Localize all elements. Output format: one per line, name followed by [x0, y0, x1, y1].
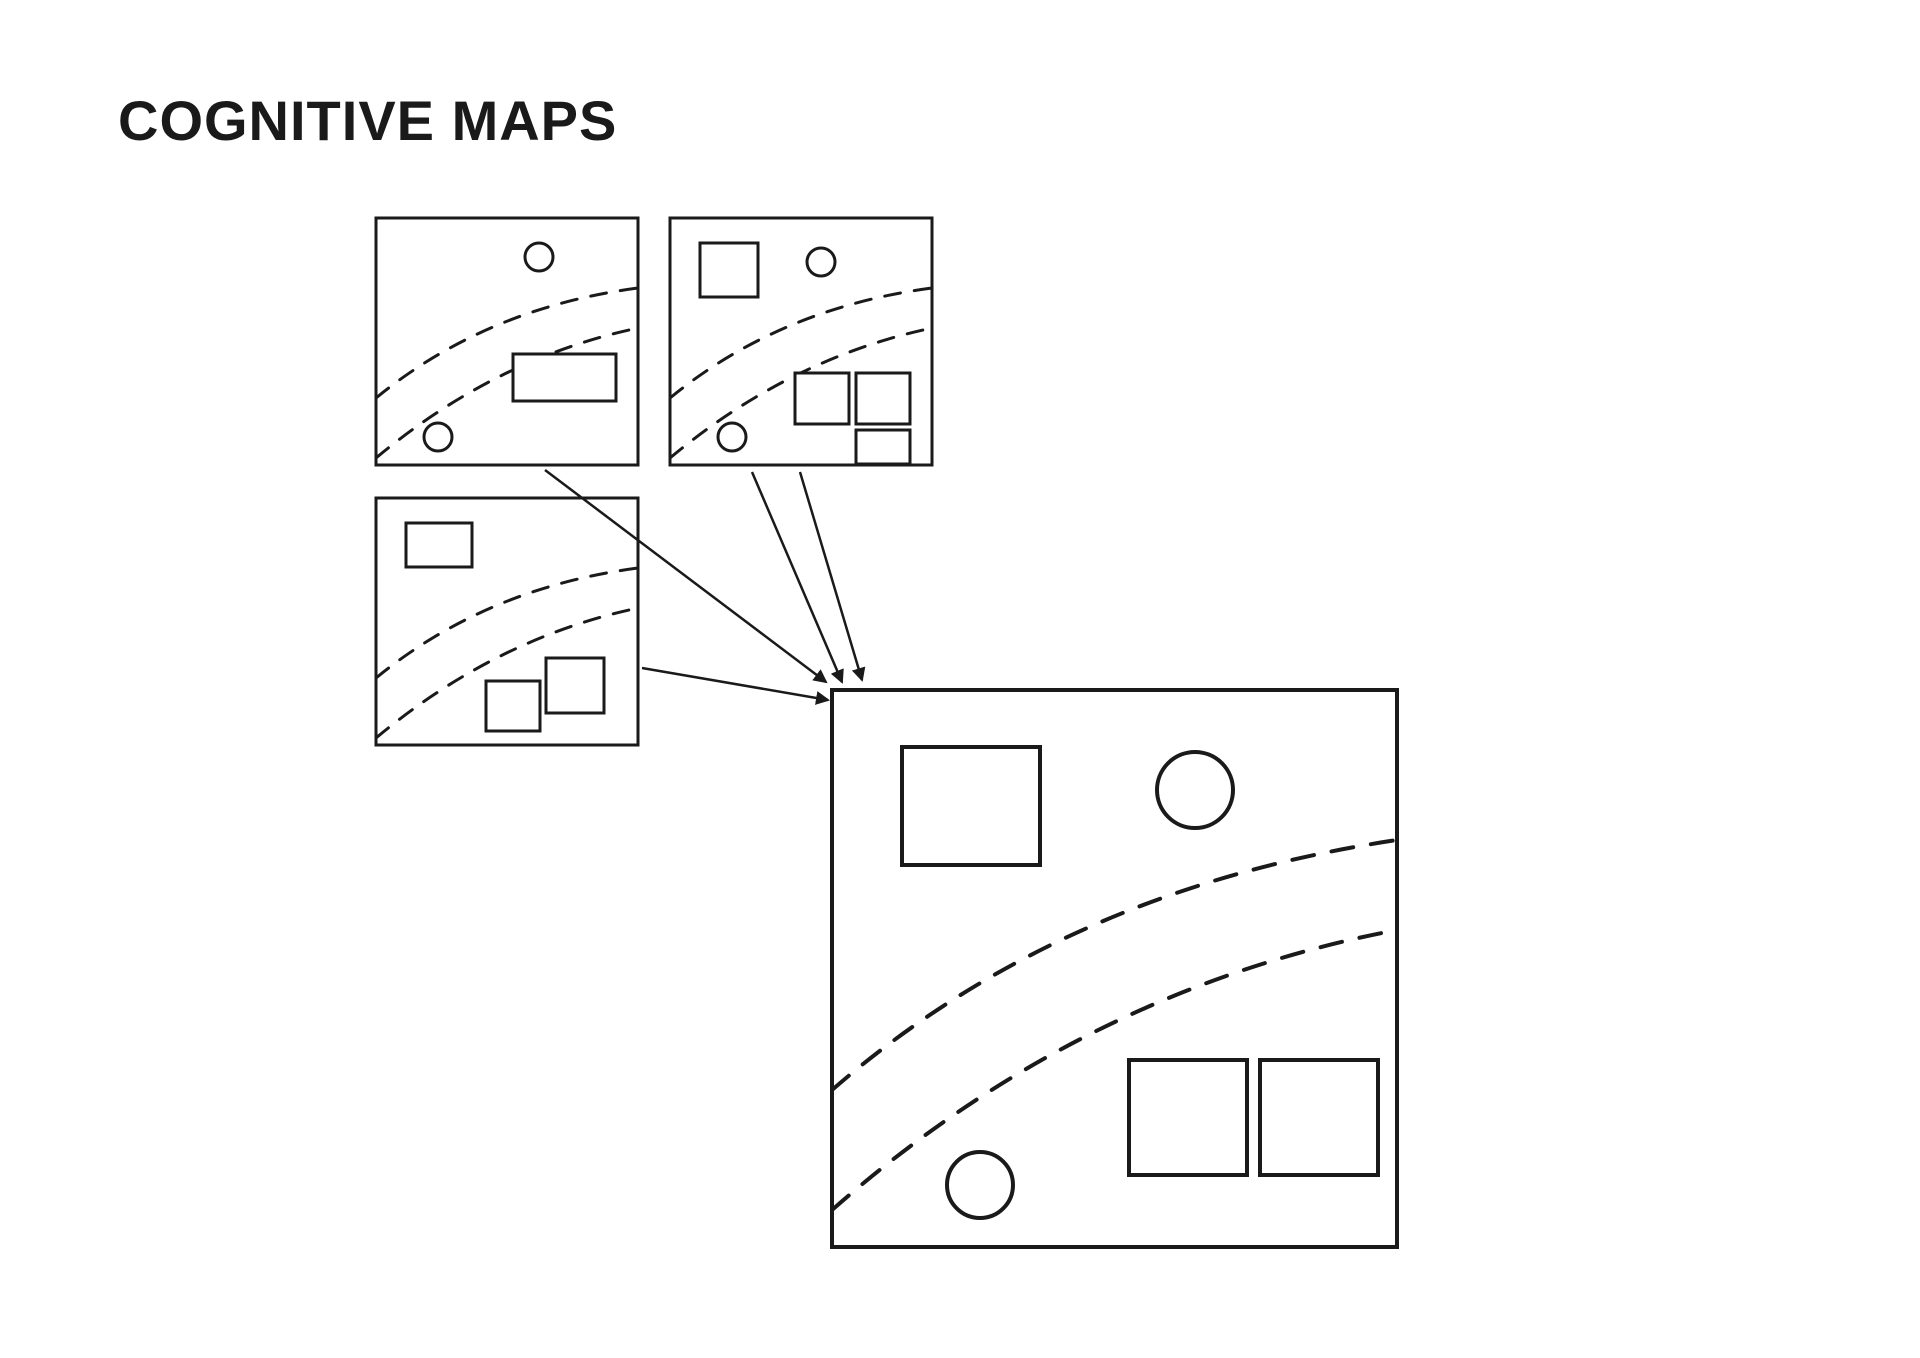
diagram-canvas: COGNITIVE MAPS [0, 0, 1920, 1358]
panel-top-right [670, 218, 932, 465]
panel-large [832, 690, 1397, 1247]
arrow [800, 472, 862, 680]
arrow [752, 472, 842, 682]
panel-bottom-left [376, 498, 638, 745]
diagram-svg [0, 0, 1920, 1358]
arrow [642, 668, 828, 700]
panel-top-left [376, 218, 638, 465]
arrow [545, 470, 826, 682]
